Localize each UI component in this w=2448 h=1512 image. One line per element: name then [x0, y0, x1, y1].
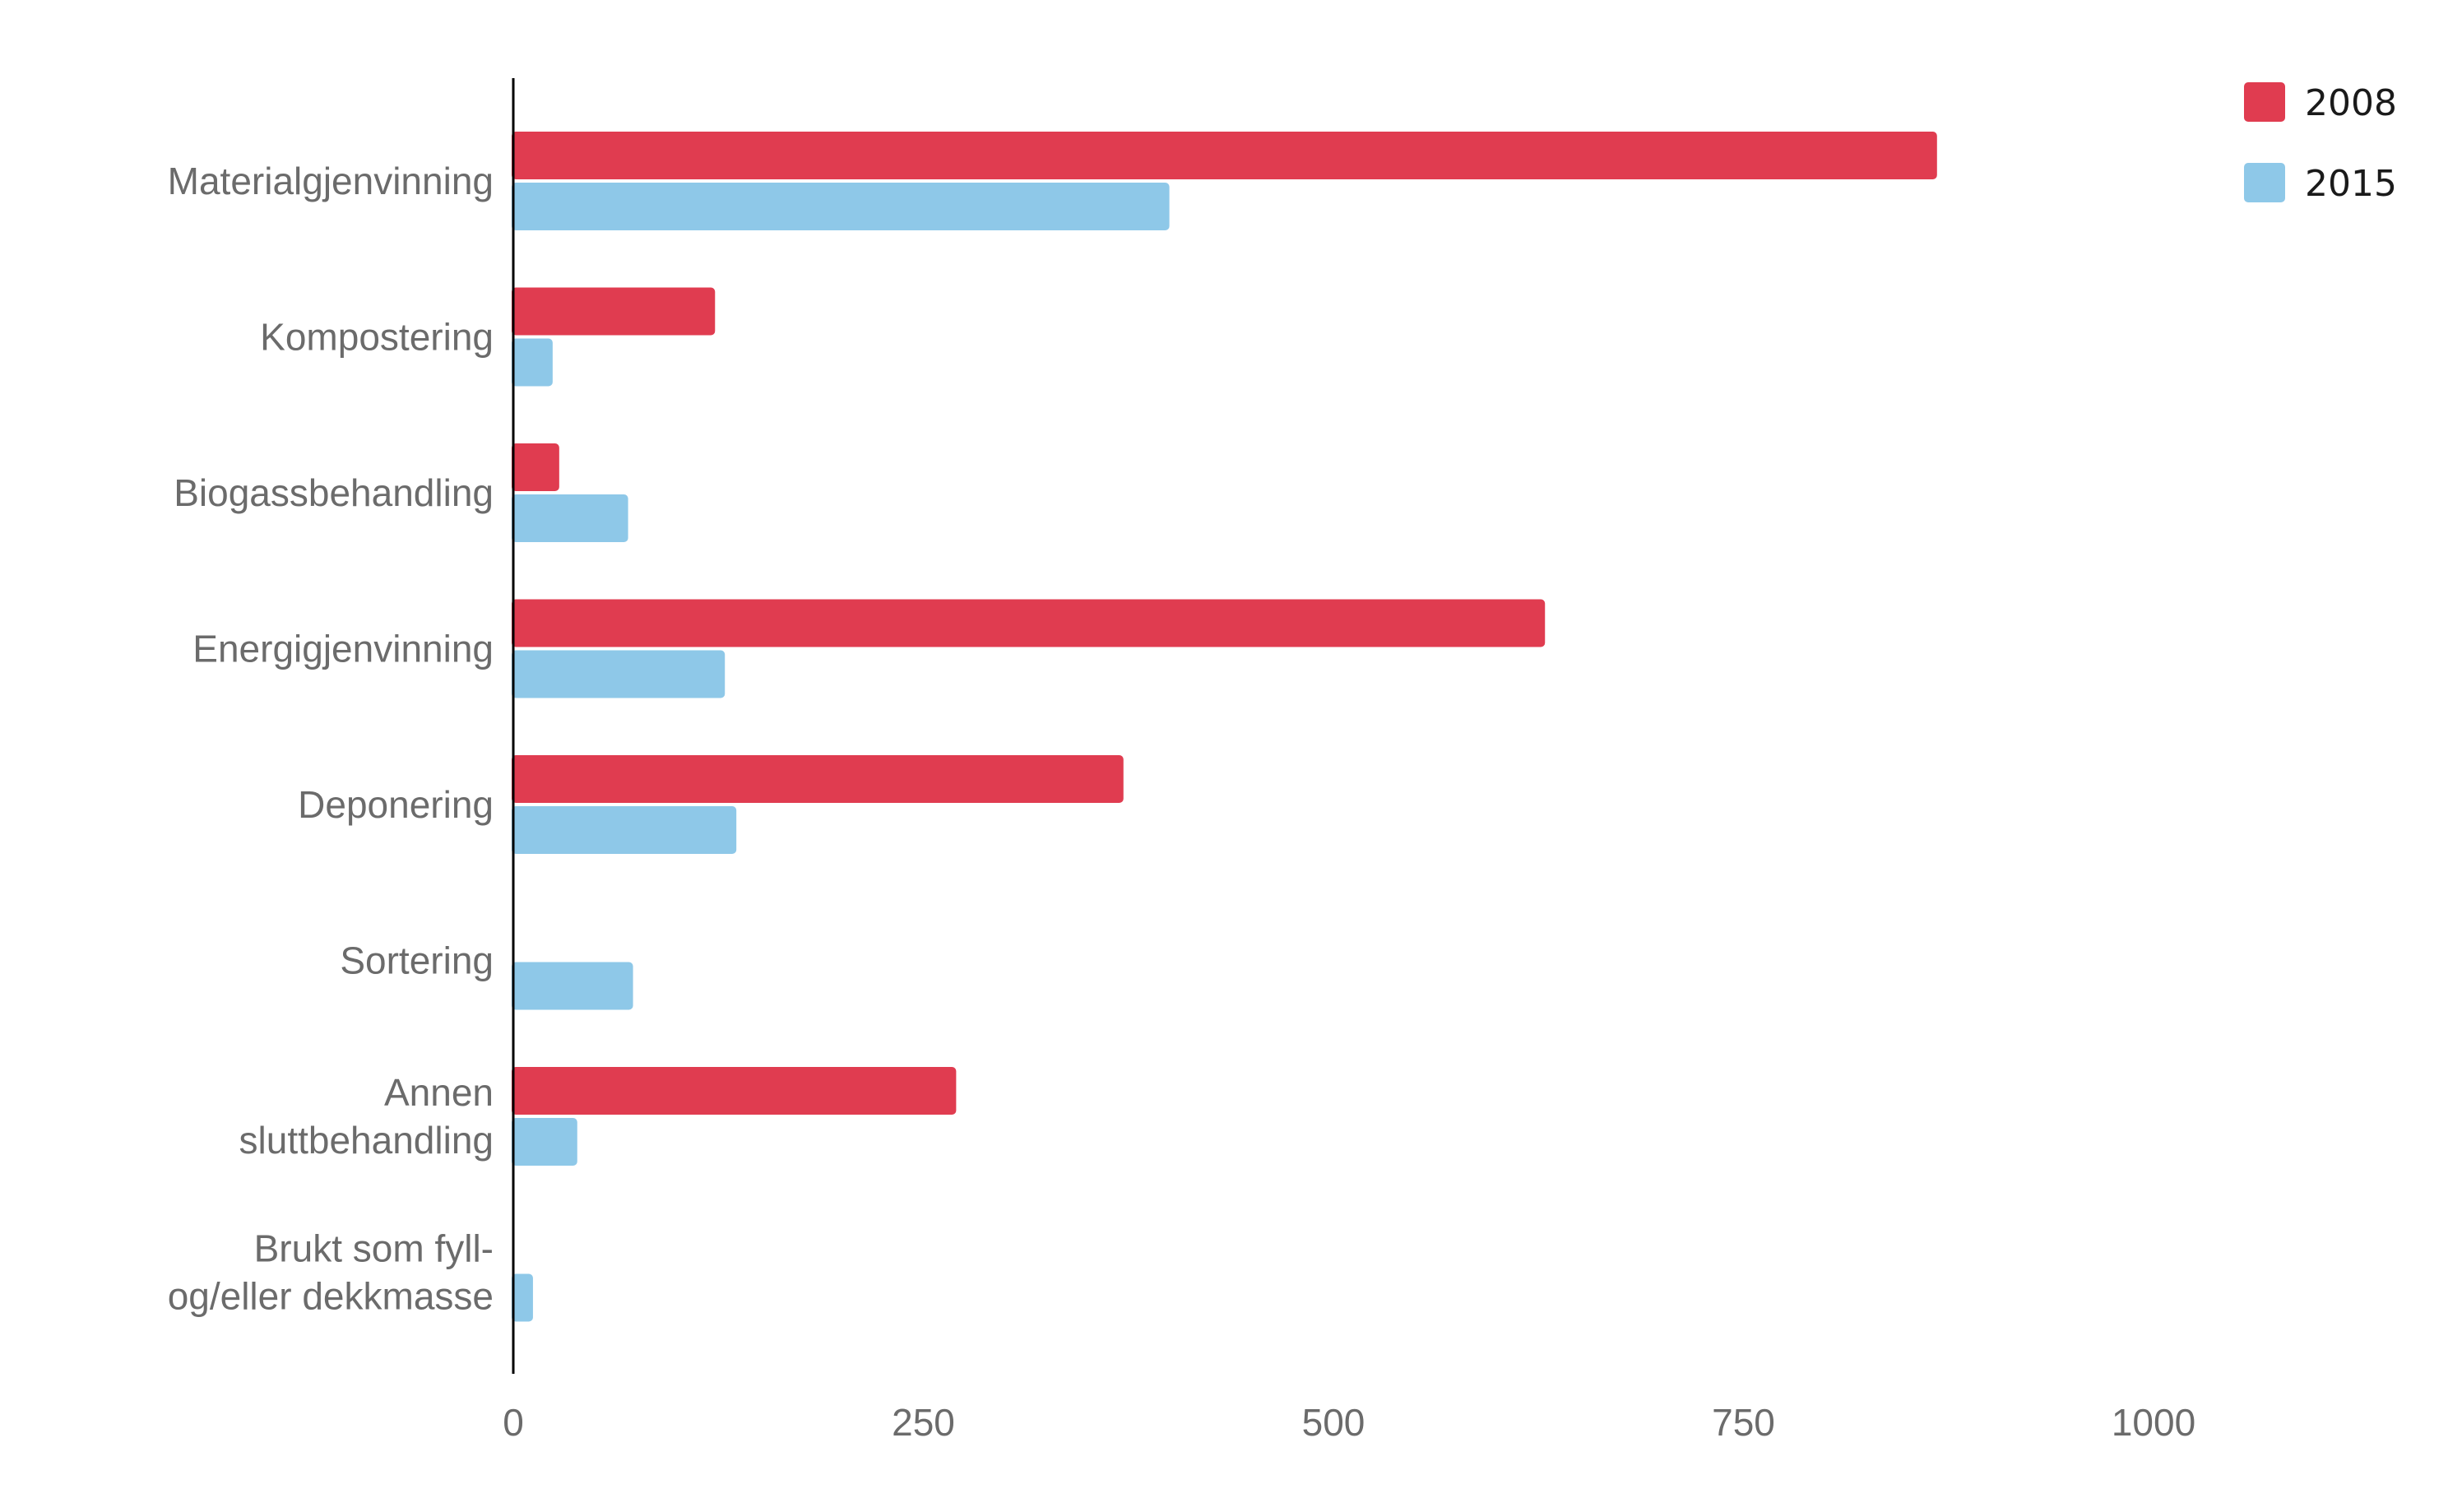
bar-2008: [512, 443, 559, 491]
bar-2015: [512, 962, 633, 1010]
category-label: Annen: [384, 1071, 494, 1114]
category-label: sluttbehandling: [239, 1119, 494, 1162]
legend-swatch-2008: [2244, 82, 2285, 122]
bar-2015: [512, 1118, 577, 1166]
x-tick-label: 750: [1712, 1401, 1775, 1444]
bar-2008: [512, 132, 1937, 179]
legend-label-2008: 2008: [2305, 82, 2397, 124]
bar-2008: [512, 287, 716, 336]
x-tick-label: 1000: [2112, 1401, 2195, 1444]
category-label: og/eller dekkmasse: [168, 1275, 494, 1318]
category-label: Materialgjenvinning: [168, 160, 494, 202]
bar-2015: [512, 338, 553, 387]
bar-2008: [512, 755, 1124, 803]
category-label: Kompostering: [260, 316, 494, 359]
x-tick-label: 0: [503, 1401, 524, 1444]
category-label: Energigjenvinning: [192, 628, 494, 670]
legend: 2008 2015: [2244, 82, 2397, 205]
bar-2015: [512, 650, 726, 698]
bar-2015: [512, 806, 737, 854]
bars: [512, 132, 1937, 1322]
bar-2015: [512, 183, 1170, 230]
legend-label-2015: 2015: [2305, 163, 2397, 205]
legend-swatch-2015: [2244, 163, 2285, 202]
category-label: Deponering: [298, 783, 494, 826]
category-label: Sortering: [340, 939, 494, 982]
category-label: Brukt som fyll-: [254, 1227, 494, 1270]
x-tick-label: 250: [892, 1401, 955, 1444]
category-label: Biogassbehandling: [174, 471, 494, 514]
x-tick-labels: 0 250 500 750 1000: [503, 1401, 2195, 1444]
bar-2015: [512, 494, 628, 542]
bar-2008: [512, 1067, 957, 1115]
bar-2008: [512, 599, 1546, 647]
category-labels: Materialgjenvinning Kompostering Biogassbe…: [168, 160, 494, 1318]
x-tick-label: 500: [1302, 1401, 1365, 1444]
bar-2015: [512, 1273, 533, 1322]
